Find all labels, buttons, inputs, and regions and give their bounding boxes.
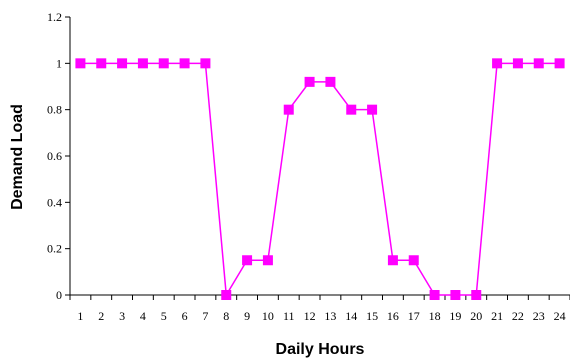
data-point — [408, 255, 419, 266]
y-tick-label: 0.8 — [47, 103, 62, 117]
data-point — [117, 58, 128, 69]
y-tick-label: 1.2 — [47, 10, 62, 24]
data-point — [75, 58, 86, 69]
x-tick-label: 18 — [429, 309, 441, 323]
x-tick-label: 23 — [533, 309, 545, 323]
data-point — [387, 255, 398, 266]
x-tick-label: 1 — [77, 309, 83, 323]
data-point — [367, 104, 378, 115]
x-tick-label: 3 — [119, 309, 125, 323]
plot-area: 00.20.40.60.811.21 2 3 4 5 6 7 8 9 10 11 12 13 14 15 16… — [47, 10, 570, 323]
x-tick-label: 21 — [491, 309, 503, 323]
x-tick-label: 2 — [98, 309, 104, 323]
data-point — [262, 255, 273, 266]
x-tick-label: 7 — [202, 309, 208, 323]
y-tick-label: 0.2 — [47, 242, 62, 256]
x-tick-label: 10 — [262, 309, 274, 323]
y-tick-label: 1 — [56, 56, 62, 70]
x-tick-label: 13 — [324, 309, 336, 323]
y-tick-label: 0.4 — [47, 195, 62, 209]
data-point — [471, 290, 482, 300]
x-tick-label: 16 — [387, 309, 399, 323]
data-point — [179, 58, 190, 69]
data-point — [158, 58, 169, 69]
x-tick-label: 11 — [283, 309, 295, 323]
x-tick-label: 22 — [512, 309, 524, 323]
x-tick-label: 9 — [244, 309, 250, 323]
data-point — [242, 255, 253, 266]
data-point — [492, 58, 503, 69]
x-tick-label: 12 — [304, 309, 316, 323]
data-point — [450, 290, 461, 300]
y-tick-label: 0 — [56, 288, 62, 302]
data-point — [512, 58, 523, 69]
x-tick-label: 24 — [554, 309, 566, 323]
x-tick-label: 8 — [223, 309, 229, 323]
data-point — [429, 290, 440, 300]
x-tick-label: 17 — [408, 309, 420, 323]
x-tick-label: 6 — [182, 309, 188, 323]
data-point — [221, 290, 232, 300]
data-point — [304, 76, 315, 87]
data-point — [283, 104, 294, 115]
x-tick-label: 15 — [366, 309, 378, 323]
x-tick-label: 4 — [140, 309, 146, 323]
x-tick-label: 20 — [470, 309, 482, 323]
x-axis-label: Daily Hours — [276, 341, 365, 358]
x-tick-label: 5 — [161, 309, 167, 323]
data-point — [533, 58, 544, 69]
x-tick-label: 19 — [449, 309, 461, 323]
x-tick-label: 14 — [345, 309, 357, 323]
y-tick-label: 0.6 — [47, 149, 62, 163]
data-point — [554, 58, 565, 69]
y-axis-label: Demand Load — [9, 104, 26, 210]
data-point — [137, 58, 148, 69]
series-line — [80, 62, 560, 298]
data-point — [325, 76, 336, 87]
data-point — [200, 58, 211, 69]
data-point — [346, 104, 357, 115]
data-point — [96, 58, 107, 69]
